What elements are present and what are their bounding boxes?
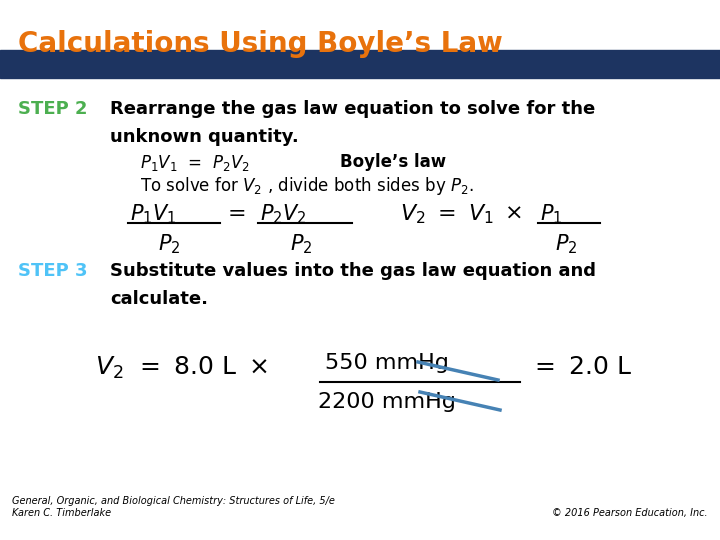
Text: To solve for $V_2$ , divide both sides by $P_2$.: To solve for $V_2$ , divide both sides b… (140, 175, 474, 197)
Text: $V_2$: $V_2$ (95, 355, 123, 381)
Text: calculate.: calculate. (110, 290, 208, 308)
Text: $V_2$: $V_2$ (400, 202, 426, 226)
Text: $= \ 2.0 \ \mathrm{L}$: $= \ 2.0 \ \mathrm{L}$ (530, 355, 632, 379)
Text: $P_1V_1$: $P_1V_1$ (130, 202, 176, 226)
Text: © 2016 Pearson Education, Inc.: © 2016 Pearson Education, Inc. (552, 508, 708, 518)
Text: Rearrange the gas law equation to solve for the: Rearrange the gas law equation to solve … (110, 100, 595, 118)
Text: $V_1$: $V_1$ (468, 202, 494, 226)
Text: STEP 3: STEP 3 (18, 262, 88, 280)
Text: 2200 mmHg: 2200 mmHg (318, 392, 456, 412)
Text: =: = (438, 204, 456, 224)
Text: $P_2$: $P_2$ (158, 232, 181, 255)
Text: $P_1$: $P_1$ (540, 202, 562, 226)
Text: Calculations Using Boyle’s Law: Calculations Using Boyle’s Law (18, 30, 503, 58)
Text: 550 mmHg: 550 mmHg (325, 353, 449, 373)
Text: Boyle’s law: Boyle’s law (340, 153, 446, 171)
Text: $P_2$: $P_2$ (555, 232, 577, 255)
Text: =: = (228, 204, 247, 224)
Text: unknown quantity.: unknown quantity. (110, 128, 299, 146)
Text: $P_1V_1$  =  $P_2V_2$: $P_1V_1$ = $P_2V_2$ (140, 153, 250, 173)
Text: General, Organic, and Biological Chemistry: Structures of Life, 5/e
Karen C. Tim: General, Organic, and Biological Chemist… (12, 496, 335, 518)
Bar (0, 50, 720, 78)
Text: $P_2V_2$: $P_2V_2$ (260, 202, 307, 226)
Text: STEP 2: STEP 2 (18, 100, 88, 118)
Text: $P_2$: $P_2$ (290, 232, 312, 255)
Text: Substitute values into the gas law equation and: Substitute values into the gas law equat… (110, 262, 596, 280)
Text: ×: × (505, 204, 523, 224)
Text: $= \ 8.0 \ \mathrm{L} \ \times$: $= \ 8.0 \ \mathrm{L} \ \times$ (135, 355, 268, 379)
